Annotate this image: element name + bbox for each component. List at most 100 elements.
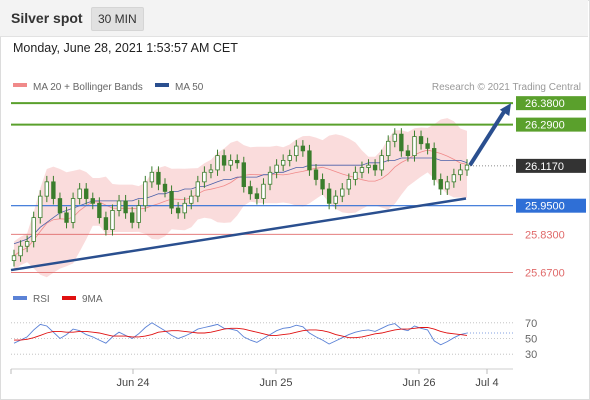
candle-body bbox=[195, 181, 201, 197]
rsi-legend-swatch bbox=[13, 296, 27, 300]
candle bbox=[129, 206, 135, 229]
candle bbox=[123, 194, 128, 219]
candle bbox=[156, 166, 161, 191]
ma50-legend-swatch bbox=[155, 83, 169, 87]
candle-body bbox=[300, 145, 306, 152]
candle bbox=[254, 187, 260, 205]
candle-body bbox=[320, 179, 325, 190]
candle-body bbox=[386, 140, 391, 157]
candle bbox=[326, 183, 332, 210]
candle-body bbox=[64, 212, 69, 223]
x-tick-label: Jun 24 bbox=[116, 377, 149, 389]
copyright: Research © 2021 Trading Central bbox=[432, 82, 581, 93]
ma20-legend-label: MA 20 + Bollinger Bands bbox=[33, 82, 143, 93]
candle-body bbox=[438, 179, 443, 190]
candle-body bbox=[366, 164, 371, 168]
candle bbox=[399, 128, 404, 157]
timeframe-button[interactable]: 30 MIN bbox=[91, 7, 144, 31]
price-level-label: 25.9500 bbox=[516, 198, 586, 213]
candle bbox=[320, 173, 325, 195]
candle bbox=[51, 175, 56, 205]
price-level-label-bg bbox=[516, 198, 586, 213]
candle-body bbox=[287, 155, 292, 161]
candle-body bbox=[11, 255, 17, 261]
candle bbox=[405, 144, 411, 162]
candle-body bbox=[156, 171, 161, 185]
candle-body bbox=[235, 159, 240, 164]
candle bbox=[202, 166, 207, 188]
candle bbox=[175, 202, 181, 219]
candle-body bbox=[103, 217, 109, 230]
candle-body bbox=[149, 171, 155, 183]
candle bbox=[248, 180, 253, 200]
timestamp: Monday, June 28, 2021 1:53:57 AM CET bbox=[13, 41, 238, 55]
candle bbox=[116, 194, 122, 217]
candle-body bbox=[326, 188, 332, 204]
price-level-label-text: 26.1170 bbox=[525, 161, 564, 173]
candle bbox=[261, 178, 266, 205]
candle-body bbox=[44, 181, 50, 197]
candle bbox=[366, 159, 371, 174]
candle-body bbox=[175, 207, 181, 214]
candle bbox=[11, 249, 17, 267]
candle-body bbox=[110, 210, 115, 230]
candle-body bbox=[313, 169, 319, 180]
candle-body bbox=[294, 145, 299, 157]
rsi-legend-label: RSI bbox=[33, 294, 50, 305]
header-bar: Silver spot 30 MIN bbox=[0, 0, 588, 37]
candle-body bbox=[143, 181, 148, 207]
price-plot bbox=[10, 102, 513, 278]
candle-body bbox=[70, 198, 76, 223]
candle bbox=[425, 137, 430, 155]
rsi-plot: 70 50 30 bbox=[11, 318, 537, 361]
candle bbox=[280, 154, 286, 172]
x-axis: Jun 24 Jun 25 Jun 26 Jul 4 bbox=[10, 369, 499, 389]
candle bbox=[386, 135, 391, 162]
candle-body bbox=[353, 171, 358, 180]
candle-body bbox=[77, 188, 82, 199]
candle-body bbox=[182, 202, 187, 214]
bollinger-band bbox=[14, 118, 467, 278]
candle-body bbox=[405, 150, 411, 157]
candle bbox=[221, 149, 227, 172]
candle-body bbox=[359, 167, 365, 173]
candle bbox=[136, 199, 141, 229]
candle bbox=[90, 192, 95, 210]
candle bbox=[451, 168, 457, 188]
candle-body bbox=[372, 164, 378, 171]
candle-body bbox=[418, 136, 424, 145]
candle-body bbox=[464, 164, 470, 171]
price-level-label-text: 25.6700 bbox=[525, 267, 565, 279]
ma20-line bbox=[13, 149, 468, 257]
price-level-label-text: 25.9500 bbox=[525, 201, 565, 213]
candle-body bbox=[392, 133, 397, 142]
candle bbox=[228, 154, 233, 172]
x-tick-label: Jul 4 bbox=[475, 377, 498, 389]
candle bbox=[215, 149, 220, 176]
candle-body bbox=[445, 181, 450, 190]
candle bbox=[333, 190, 338, 210]
candle-body bbox=[129, 212, 135, 223]
candle-body bbox=[215, 155, 220, 171]
candle-body bbox=[412, 136, 417, 157]
candle-body bbox=[399, 133, 404, 152]
candle bbox=[300, 140, 306, 157]
price-level-label-bg bbox=[516, 158, 586, 173]
candle-body bbox=[425, 143, 430, 149]
candle-body bbox=[136, 205, 141, 223]
candle-body bbox=[18, 245, 23, 257]
candle bbox=[24, 235, 30, 253]
candle-body bbox=[24, 241, 30, 247]
candle bbox=[208, 163, 214, 179]
candle-body bbox=[267, 171, 273, 185]
candle-body bbox=[97, 202, 102, 219]
ma50-line bbox=[13, 157, 468, 245]
rsi-tick-70: 70 bbox=[525, 318, 537, 330]
candle-body bbox=[241, 162, 246, 188]
candle bbox=[149, 166, 155, 188]
candle-body bbox=[123, 200, 128, 214]
candle bbox=[267, 166, 273, 191]
candle bbox=[431, 142, 437, 186]
candle bbox=[379, 149, 384, 176]
candle-body bbox=[458, 169, 463, 176]
